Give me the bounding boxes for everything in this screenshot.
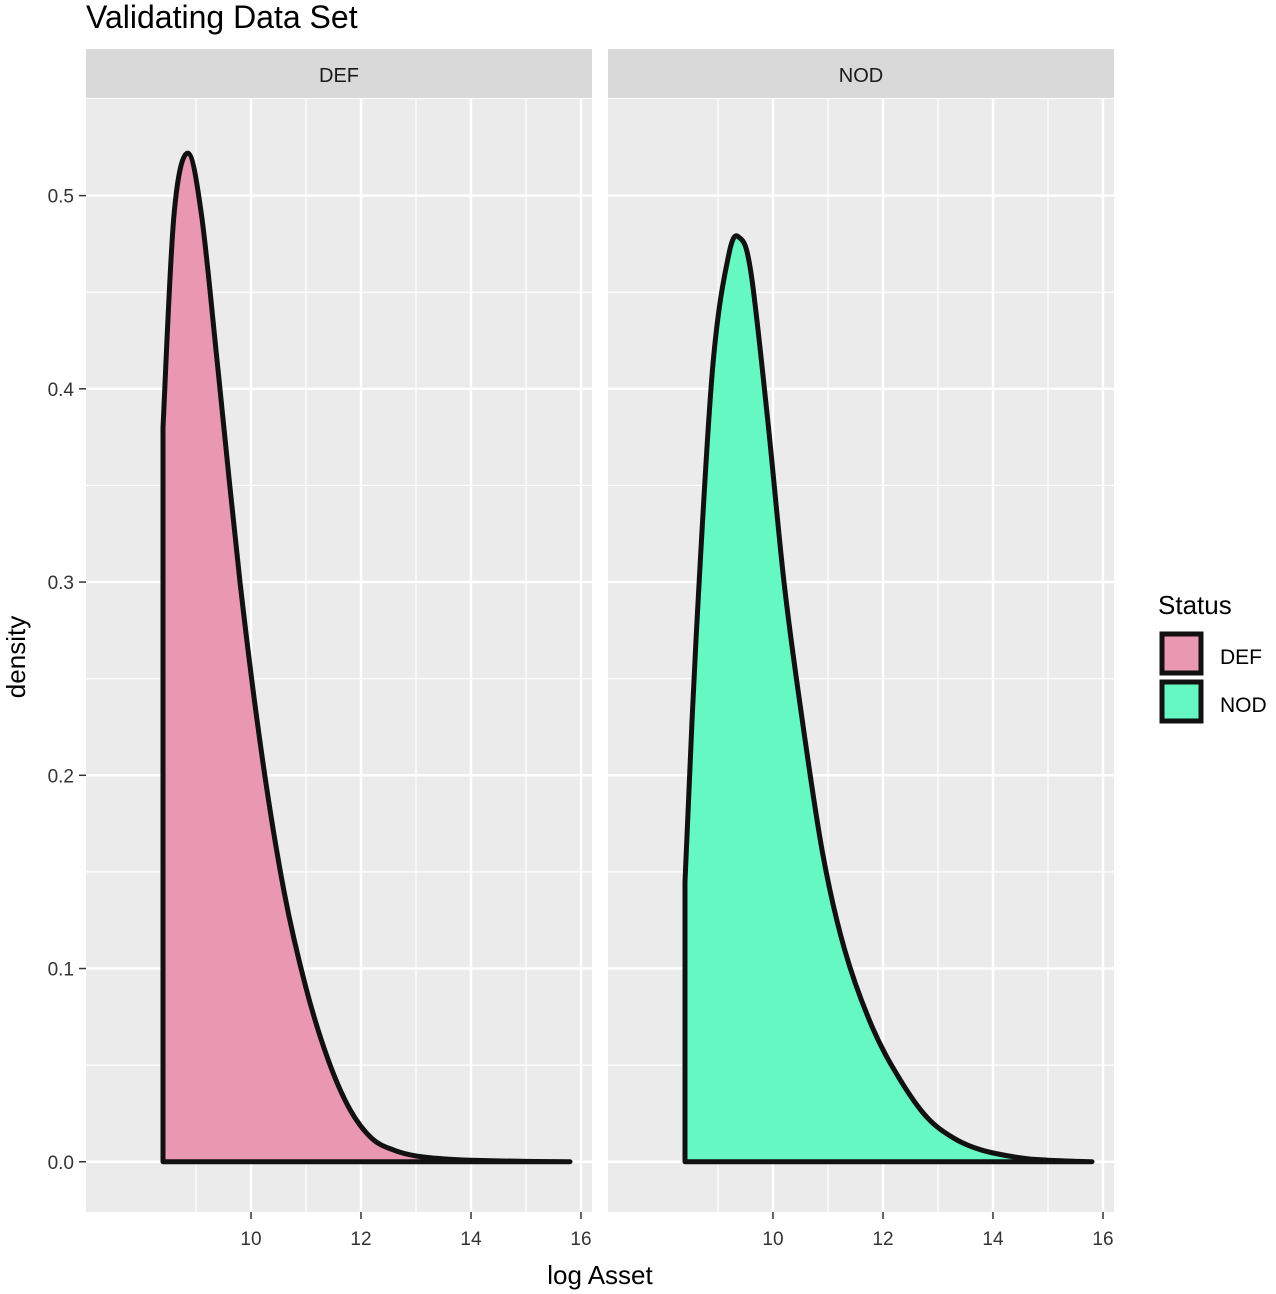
facet-strip [608, 49, 1114, 98]
y-tick-label: 0.2 [48, 766, 74, 787]
x-tick-label: 12 [350, 1229, 371, 1250]
x-tick-label: 16 [1092, 1229, 1113, 1250]
density-area-nod [682, 233, 1095, 1165]
chart-title: Validating Data Set [86, 0, 358, 35]
y-tick-label: 0.1 [48, 960, 74, 981]
y-axis-title: density [1, 616, 31, 698]
legend-label-def: DEF [1220, 646, 1262, 669]
x-tick-label: 10 [240, 1229, 261, 1250]
legend: Status DEF NOD [1158, 590, 1267, 724]
facet-panels: DEF 10 12 14 16 NOD 10 12 14 16 0.0 0.1 0.2 0.3 0.4 0.5 [48, 49, 1114, 1250]
y-tick-label: 0.5 [48, 187, 74, 208]
x-tick-label: 12 [872, 1229, 893, 1250]
facet-panel-def: DEF 10 12 14 16 [86, 49, 592, 1250]
density-area-def [160, 150, 573, 1165]
legend-entry-def: DEF [1159, 631, 1262, 676]
y-tick-label: 0.3 [48, 573, 74, 594]
legend-entries: DEF NOD [1159, 631, 1267, 724]
facet-strip [86, 49, 592, 98]
legend-label-nod: NOD [1220, 694, 1267, 717]
y-tick-label: 0.0 [48, 1153, 74, 1174]
y-axis: 0.0 0.1 0.2 0.3 0.4 0.5 [48, 187, 86, 1174]
facet-panel-nod: NOD 10 12 14 16 [608, 49, 1114, 1250]
legend-entry-nod: NOD [1159, 679, 1267, 724]
x-tick-label: 10 [762, 1229, 783, 1250]
x-tick-label: 14 [460, 1229, 482, 1250]
y-tick-label: 0.4 [48, 380, 75, 401]
facet-strip-label: NOD [839, 65, 883, 87]
facet-strip-label: DEF [319, 65, 359, 87]
legend-title: Status [1158, 590, 1232, 620]
x-tick-label: 14 [982, 1229, 1004, 1250]
legend-key-def [1159, 631, 1204, 676]
legend-key-nod [1159, 679, 1204, 724]
x-axis-title: log Asset [547, 1260, 653, 1290]
x-tick-label: 16 [570, 1229, 591, 1250]
